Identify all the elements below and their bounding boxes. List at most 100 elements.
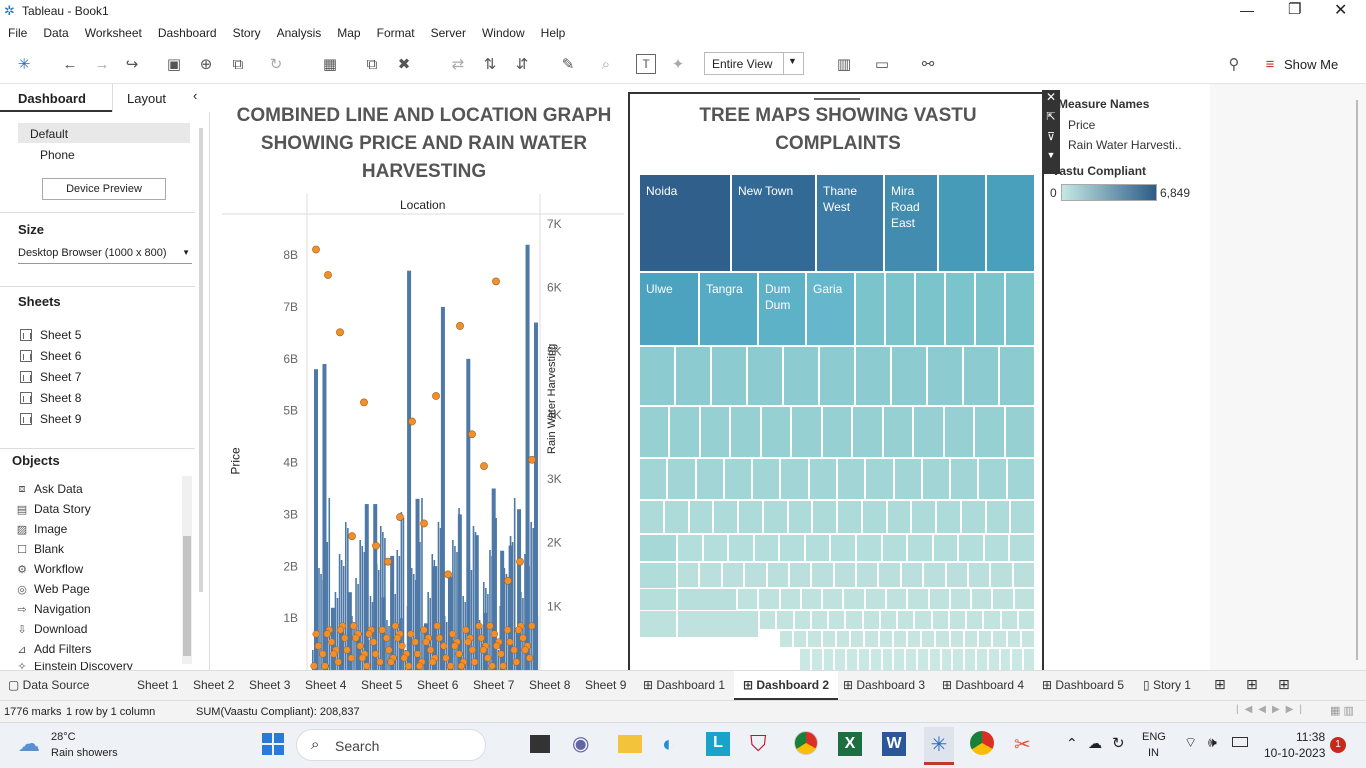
rain-water-point[interactable] bbox=[385, 646, 393, 654]
treemap-cell[interactable] bbox=[821, 406, 853, 458]
price-bar[interactable] bbox=[398, 556, 401, 670]
treemap-cell[interactable] bbox=[881, 648, 894, 670]
show-cards-icon[interactable]: ▥ bbox=[836, 56, 852, 73]
sheet-item[interactable]: Sheet 7 bbox=[20, 370, 81, 384]
price-bar[interactable] bbox=[412, 574, 415, 670]
menu-format[interactable]: Format bbox=[376, 26, 415, 40]
treemap-cell[interactable] bbox=[808, 458, 837, 500]
price-bar[interactable] bbox=[408, 612, 411, 670]
price-bar[interactable] bbox=[342, 566, 345, 670]
treemap-cell[interactable] bbox=[927, 346, 963, 406]
price-bar[interactable] bbox=[419, 542, 421, 670]
price-bar[interactable] bbox=[450, 584, 452, 670]
treemap-cell[interactable] bbox=[822, 648, 835, 670]
treemap-cell[interactable] bbox=[907, 630, 922, 648]
rain-water-point[interactable] bbox=[519, 634, 527, 642]
device-phone[interactable]: Phone bbox=[40, 148, 75, 162]
price-bar[interactable] bbox=[425, 636, 427, 670]
treemap-cell[interactable] bbox=[983, 610, 1001, 630]
treemap-cell[interactable] bbox=[856, 534, 882, 562]
treemap-cell[interactable] bbox=[978, 630, 993, 648]
price-bar[interactable] bbox=[371, 602, 374, 670]
price-bar[interactable] bbox=[468, 564, 471, 670]
treemap-cell[interactable] bbox=[915, 272, 945, 346]
price-bar[interactable] bbox=[452, 540, 454, 670]
treemap-cell[interactable] bbox=[639, 346, 675, 406]
rain-water-point[interactable] bbox=[510, 646, 518, 654]
treemap-cell[interactable] bbox=[758, 588, 780, 610]
rain-water-point[interactable] bbox=[528, 455, 536, 464]
rain-water-point[interactable] bbox=[492, 642, 501, 650]
rain-water-point[interactable] bbox=[420, 626, 428, 634]
price-bar[interactable] bbox=[522, 598, 524, 670]
price-bar[interactable] bbox=[456, 552, 458, 670]
price-bar[interactable] bbox=[534, 322, 538, 670]
rain-water-point[interactable] bbox=[413, 650, 422, 658]
treemap-cell[interactable] bbox=[699, 406, 731, 458]
rain-water-point[interactable] bbox=[369, 638, 378, 646]
share-icon[interactable]: ⚯ bbox=[921, 56, 935, 73]
price-bar[interactable] bbox=[322, 364, 327, 670]
menu-analysis[interactable]: Analysis bbox=[276, 26, 322, 40]
mcafee-icon[interactable]: ⛉ bbox=[750, 731, 767, 756]
treemap-cell[interactable] bbox=[762, 500, 788, 534]
tab-sheet[interactable]: Sheet 8 bbox=[529, 678, 571, 692]
price-bar[interactable] bbox=[532, 528, 535, 670]
treemap-cell-garia[interactable]: Garia bbox=[806, 272, 855, 346]
lens-app-icon[interactable]: L bbox=[706, 732, 730, 756]
treemap-cell[interactable] bbox=[850, 630, 865, 648]
price-bar[interactable] bbox=[482, 582, 485, 670]
format-icon[interactable]: ⚲ bbox=[1228, 56, 1240, 73]
treemap-cell[interactable] bbox=[695, 458, 724, 500]
replay-icon[interactable]: ↪ bbox=[125, 56, 139, 73]
treemap-cell[interactable] bbox=[834, 648, 847, 670]
price-bar[interactable] bbox=[320, 574, 322, 670]
treemap-cell[interactable] bbox=[1011, 648, 1024, 670]
sync-icon[interactable]: ↻ bbox=[1112, 735, 1125, 752]
rain-water-point[interactable] bbox=[336, 626, 345, 634]
treemap-cell[interactable] bbox=[783, 346, 819, 406]
treemap-cell[interactable] bbox=[663, 500, 689, 534]
treemap-cell[interactable] bbox=[864, 630, 879, 648]
treemap-cell[interactable] bbox=[810, 648, 823, 670]
treemap-cell[interactable] bbox=[1010, 500, 1035, 534]
highlight-icon[interactable]: ✎ bbox=[561, 56, 575, 73]
price-bar[interactable] bbox=[464, 602, 467, 670]
combined-chart[interactable]: 8B 7B 6B 5B 4B 3B 2B 1B 7K 6K 5K 4K 3K 2K 1K bbox=[220, 194, 630, 670]
price-bar[interactable] bbox=[334, 592, 337, 670]
treemap-cell-mira-road[interactable]: Mira Road East bbox=[884, 174, 938, 272]
price-bar[interactable] bbox=[472, 526, 475, 670]
object-workflow[interactable]: ⚙ Workflow bbox=[16, 562, 83, 576]
price-bar[interactable] bbox=[536, 616, 539, 670]
treemap-cell[interactable] bbox=[945, 562, 968, 588]
treemap-cell[interactable] bbox=[879, 610, 897, 630]
treemap-cell[interactable] bbox=[677, 534, 703, 562]
price-bar[interactable] bbox=[493, 512, 495, 670]
rain-water-point[interactable] bbox=[432, 392, 440, 400]
rain-water-point[interactable] bbox=[312, 630, 320, 638]
treemap-cell[interactable] bbox=[810, 610, 828, 630]
price-bar[interactable] bbox=[495, 518, 497, 670]
price-bar[interactable] bbox=[400, 512, 403, 670]
rain-water-point[interactable] bbox=[319, 650, 327, 658]
rain-water-point[interactable] bbox=[446, 662, 455, 670]
treemap-cell[interactable] bbox=[878, 630, 893, 648]
rain-water-point[interactable] bbox=[492, 277, 500, 286]
price-bar[interactable] bbox=[525, 244, 530, 670]
price-bar[interactable] bbox=[316, 612, 318, 670]
treemap-cell-tangra[interactable]: Tangra bbox=[699, 272, 758, 346]
rain-water-point[interactable] bbox=[398, 642, 406, 650]
treemap-cell[interactable] bbox=[950, 458, 979, 500]
treemap-cell[interactable] bbox=[1006, 458, 1035, 500]
object-web-page[interactable]: ◎ Web Page bbox=[16, 582, 90, 596]
price-bar[interactable] bbox=[528, 566, 530, 670]
price-bar[interactable] bbox=[458, 508, 460, 670]
tab-sheet[interactable]: Sheet 9 bbox=[585, 678, 627, 692]
price-bar[interactable] bbox=[361, 546, 364, 670]
rain-water-point[interactable] bbox=[321, 662, 329, 670]
menu-data[interactable]: Data bbox=[43, 26, 69, 40]
price-bar[interactable] bbox=[410, 568, 413, 670]
treemap-cell[interactable] bbox=[921, 458, 951, 500]
word-icon[interactable]: W bbox=[882, 732, 906, 756]
price-bar[interactable] bbox=[365, 508, 368, 670]
